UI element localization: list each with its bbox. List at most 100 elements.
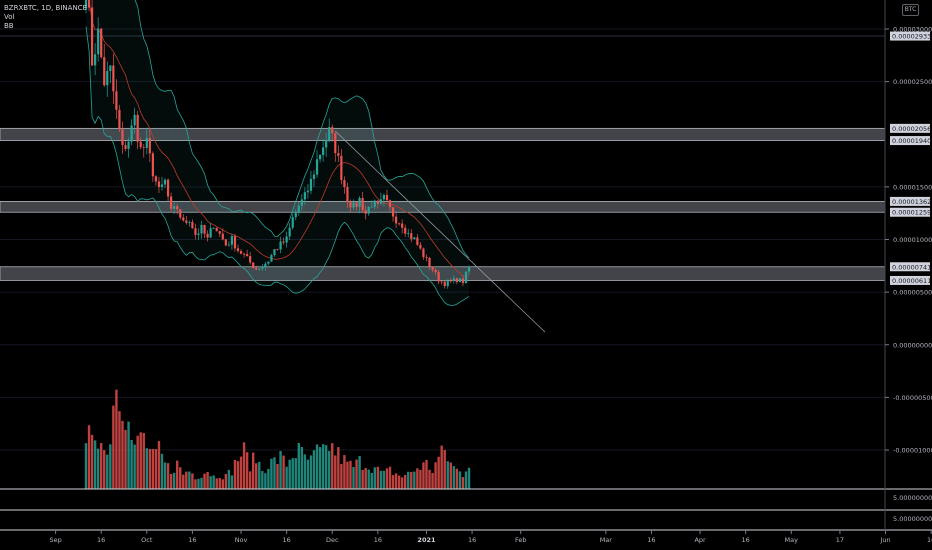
price-level-label: 0.00001362 [892,198,931,206]
time-tick-label: Jun [879,536,890,544]
candle-body [358,197,361,207]
time-tick-label: Nov [235,536,248,544]
price-tick-label: 0.00000500 [893,289,932,297]
volume-bar [321,444,325,489]
price-level-label: 0.00000611 [892,277,931,285]
volume-bar [303,454,307,489]
candle-body [303,192,306,200]
price-level-badge [890,262,930,272]
candle-body [467,266,471,272]
candle-body [434,269,437,273]
time-tick-label: Mar [600,536,613,544]
candle-body [191,221,194,229]
bollinger-indicator-label[interactable]: BB [4,22,14,30]
candle-body [239,251,243,254]
candle-body [252,262,255,268]
volume-bar [127,421,130,489]
volume-bar [230,475,234,489]
candle-body [151,153,154,177]
candle-body [166,179,170,197]
candle-body [246,254,249,257]
volume-bar [197,478,200,489]
volume-bar [361,469,364,489]
bollinger-lower [85,26,470,306]
volume-bar [261,471,264,489]
candle-body [413,237,416,240]
time-tick-label: 16 [927,536,932,544]
candle-body [425,257,428,258]
price-level-badge [890,31,930,41]
candle-body [87,0,91,8]
volume-bar [425,459,428,489]
candle-body [322,147,325,155]
volume-bars [84,389,471,489]
candle-body [121,129,124,146]
volume-bar [185,471,188,489]
candle-body [136,114,139,142]
candle-body [267,261,270,264]
candle-body [203,224,206,234]
time-tick-label: 16 [282,536,290,544]
volume-indicator-label[interactable]: Vol [4,13,15,21]
candle-body [394,216,398,224]
volume-bar [109,444,112,489]
candle-body [224,239,227,246]
volume-bar [437,456,440,489]
candle-body [355,202,358,207]
candle-body [352,202,355,208]
sub-panes: 5.00000000 5.00000000 [0,488,932,531]
volume-bar [194,479,197,489]
volume-bar [385,468,389,489]
volume-bar [270,458,273,489]
candle-body [218,231,221,234]
time-tick-label: May [785,536,799,544]
volume-bar [124,429,127,489]
volume-bar [422,462,425,489]
volume-bar [404,474,407,489]
candle-body [100,28,103,58]
candle-body [449,280,452,282]
candle-body [160,184,164,187]
symbol-title[interactable]: BZRXBTC, 1D, BINANCE [4,4,87,12]
volume-bar [221,479,224,489]
volume-bar [264,473,267,489]
volume-bar [160,453,164,489]
candle-body [255,267,258,270]
volume-bar [419,469,422,489]
time-axis[interactable]: Sep 16 Oct 16 Nov 16 Dec 16 2021 16 Feb Mar 16 Apr 16 M… [49,530,932,544]
volume-bar [346,461,349,489]
volume-bar [297,442,300,489]
candle-body [458,278,462,282]
volume-bar [282,455,285,489]
volume-bar [233,459,237,489]
volume-bar [191,473,194,489]
candle-body [370,206,373,208]
currency-badge[interactable]: BTC [902,4,919,16]
candle-body [227,244,230,246]
volume-bar [331,443,334,489]
candle-body [455,278,458,282]
volume-bar [118,411,121,489]
bollinger-upper [134,0,470,259]
candle-body [282,241,285,243]
candle-body [106,70,109,86]
price-axis[interactable]: 0.000035000.000030000.000025000.00001500… [884,0,932,530]
trendline-layer[interactable] [335,130,546,333]
volume-bar [394,473,398,489]
price-level-badge [890,207,930,217]
candle-body [188,221,191,223]
candle-body [446,280,449,287]
trendline[interactable] [335,130,546,333]
candle-body [428,257,431,267]
volume-bar [154,449,158,489]
candle-body [452,278,455,281]
volume-bar [139,432,142,489]
volume-bar [148,448,152,489]
volume-bar [467,467,471,489]
candle-body [346,187,349,202]
candle-body [261,266,264,269]
candle-body [404,227,407,234]
bollinger-bands [85,0,470,306]
candle-body [297,205,300,212]
